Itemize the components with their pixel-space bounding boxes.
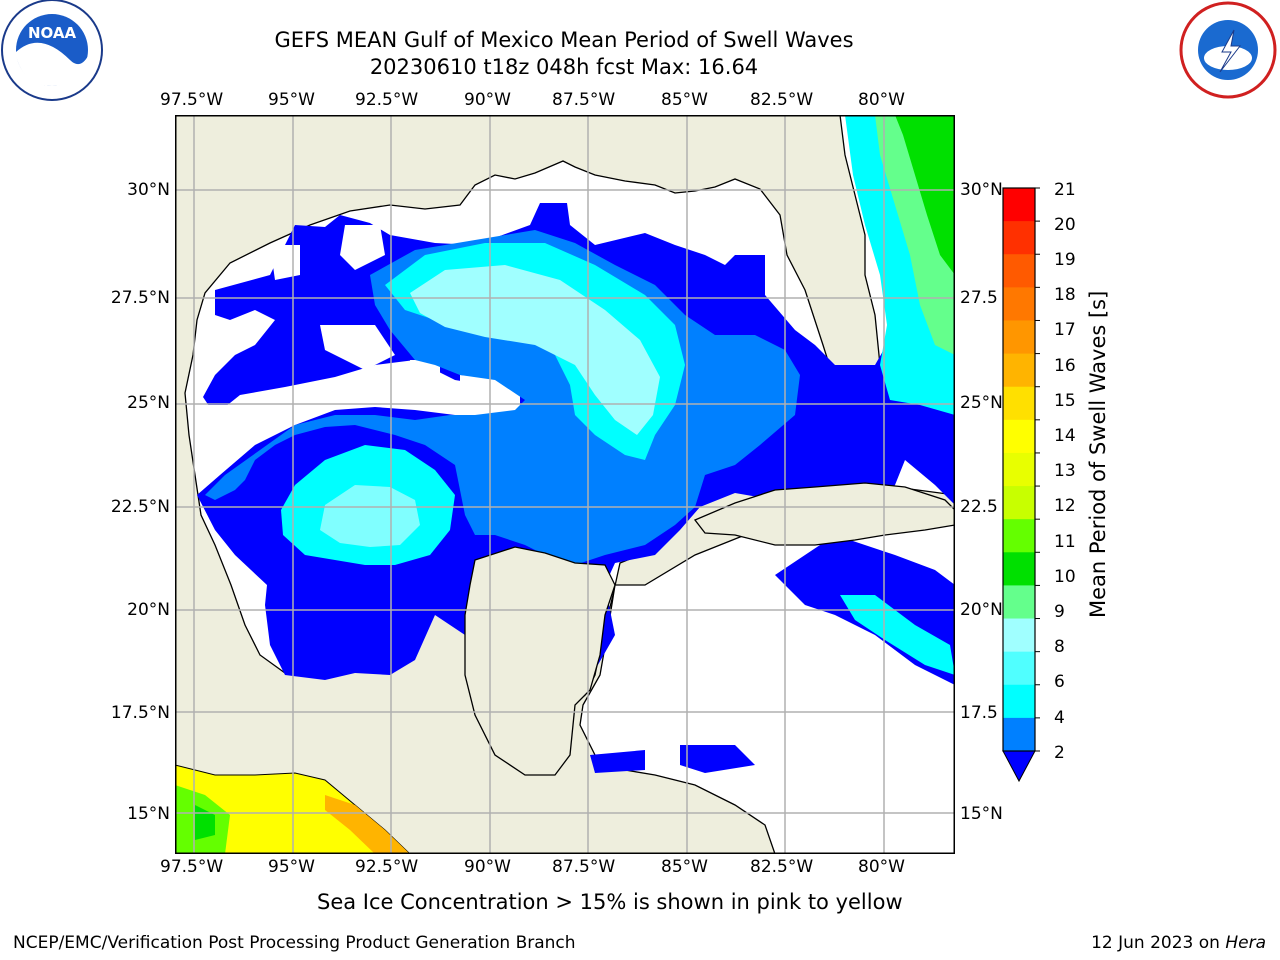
footer-credit: NCEP/EMC/Verification Post Processing Pr… bbox=[13, 933, 576, 953]
nws-logo bbox=[1179, 1, 1277, 99]
map-plot bbox=[175, 115, 955, 854]
lat-label-right: 30°N bbox=[960, 180, 1003, 200]
colorbar-tick-label: 17 bbox=[1054, 320, 1076, 340]
colorbar-tick-label: 4 bbox=[1054, 708, 1065, 728]
lat-label-right: 15°N bbox=[960, 804, 1003, 824]
colorbar-segment bbox=[1003, 353, 1035, 388]
colorbar-tick-label: 2 bbox=[1054, 743, 1065, 763]
lat-label-right: 20°N bbox=[960, 600, 1003, 620]
swell-8-9-north bbox=[410, 265, 660, 435]
swell-8-9-south bbox=[320, 485, 420, 547]
lat-label-left: 30°N bbox=[127, 180, 170, 200]
lon-label-top: 97.5°W bbox=[160, 90, 224, 110]
colorbar-tick-label: 18 bbox=[1054, 285, 1076, 305]
lon-label-bottom: 97.5°W bbox=[160, 857, 224, 877]
lon-label-top: 92.5°W bbox=[355, 90, 419, 110]
lon-label-top: 85°W bbox=[661, 90, 708, 110]
lat-label-left: 22.5°N bbox=[110, 497, 170, 517]
colorbar-segment bbox=[1003, 320, 1035, 355]
colorbar-segment bbox=[1003, 684, 1035, 719]
swell-caribbean-cyan bbox=[840, 595, 955, 675]
colorbar-tick-label: 8 bbox=[1054, 637, 1065, 657]
noaa-logo-text: NOAA bbox=[28, 24, 77, 42]
colorbar-tick-label: 16 bbox=[1054, 356, 1076, 376]
colorbar-tick-label: 9 bbox=[1054, 602, 1065, 622]
colorbar-tick-label: 6 bbox=[1054, 672, 1065, 692]
colorbar-segment bbox=[1003, 419, 1035, 454]
colorbar-segment bbox=[1003, 651, 1035, 686]
footer-machine: Hera bbox=[1225, 933, 1266, 953]
colorbar-segment bbox=[1003, 386, 1035, 421]
lon-label-bottom: 82.5°W bbox=[750, 857, 814, 877]
chart-subtitle: 20230610 t18z 048h fcst Max: 16.64 bbox=[369, 55, 759, 79]
colorbar-segment bbox=[1003, 519, 1035, 553]
lat-label-left: 20°N bbox=[127, 600, 170, 620]
lon-label-bottom: 80°W bbox=[858, 857, 905, 877]
colorbar-segment bbox=[1003, 486, 1035, 520]
map-frame bbox=[175, 115, 955, 854]
lat-label-right: 25°N bbox=[960, 393, 1003, 413]
colorbar-tick-label: 20 bbox=[1054, 215, 1076, 235]
yucatan-land bbox=[464, 546, 616, 776]
lat-label-left: 17.5°N bbox=[110, 703, 170, 723]
lat-label-right: 22.5 bbox=[960, 497, 998, 517]
colorbar-tick-label: 12 bbox=[1054, 496, 1076, 516]
colorbar-tick-label: 14 bbox=[1054, 426, 1076, 446]
swell-10-11-atlantic bbox=[895, 115, 955, 275]
lat-label-left: 27.5°N bbox=[110, 288, 170, 308]
colorbar-segment bbox=[1003, 254, 1035, 288]
colorbar-tick-label: 21 bbox=[1054, 180, 1076, 200]
chart-title: GEFS MEAN Gulf of Mexico Mean Period of … bbox=[274, 28, 854, 52]
sea-ice-note: Sea Ice Concentration > 15% is shown in … bbox=[317, 890, 903, 914]
lon-label-top: 95°W bbox=[268, 90, 315, 110]
colorbar-segment bbox=[1003, 585, 1035, 620]
colorbar-tick-label: 15 bbox=[1054, 391, 1076, 411]
lon-label-top: 90°W bbox=[464, 90, 511, 110]
lat-label-right: 27.5 bbox=[960, 288, 998, 308]
noaa-logo: NOAA bbox=[1, 0, 103, 101]
colorbar-tick-label: 11 bbox=[1054, 532, 1076, 552]
lon-label-bottom: 95°W bbox=[268, 857, 315, 877]
colorbar-segment bbox=[1003, 221, 1035, 255]
lat-label-left: 15°N bbox=[127, 804, 170, 824]
map-gridlines bbox=[175, 115, 955, 854]
colorbar-segment bbox=[1003, 287, 1035, 321]
lon-label-bottom: 92.5°W bbox=[355, 857, 419, 877]
lon-label-bottom: 90°W bbox=[464, 857, 511, 877]
colorbar-segment bbox=[1003, 452, 1035, 487]
colorbar bbox=[1002, 187, 1040, 783]
lat-label-right: 17.5 bbox=[960, 703, 998, 723]
lon-label-top: 82.5°W bbox=[750, 90, 814, 110]
footer-date-text: 12 Jun 2023 on bbox=[1091, 933, 1226, 953]
lon-label-top: 80°W bbox=[858, 90, 905, 110]
lat-label-left: 25°N bbox=[127, 393, 170, 413]
lon-label-bottom: 85°W bbox=[661, 857, 708, 877]
colorbar-title: Mean Period of Swell Waves [s] bbox=[1086, 290, 1110, 618]
swell-pacific-orange bbox=[325, 795, 410, 854]
colorbar-tick-label: 10 bbox=[1054, 567, 1076, 587]
colorbar-segment bbox=[1003, 618, 1035, 653]
colorbar-segment bbox=[1003, 717, 1035, 752]
colorbar-tick-label: 19 bbox=[1054, 250, 1076, 270]
colorbar-segment bbox=[1003, 188, 1035, 222]
colorbar-tick-label: 13 bbox=[1054, 461, 1076, 481]
colorbar-segment bbox=[1003, 552, 1035, 586]
lon-label-bottom: 87.5°W bbox=[552, 857, 616, 877]
footer-date: 12 Jun 2023 on Hera bbox=[1091, 933, 1266, 953]
cuba-land bbox=[693, 482, 955, 546]
lon-label-top: 87.5°W bbox=[552, 90, 616, 110]
